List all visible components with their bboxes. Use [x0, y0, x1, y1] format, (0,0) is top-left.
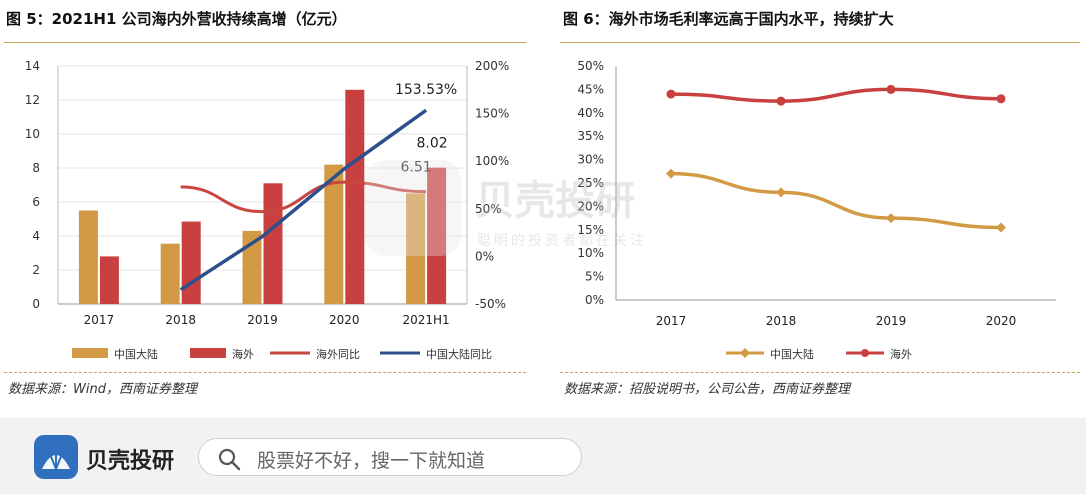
search-icon[interactable]	[217, 447, 241, 471]
legend-swatch	[190, 348, 226, 358]
figure-1-source: 数据来源：Wind，西南证券整理	[8, 382, 197, 397]
y-tick-label: 10	[25, 127, 40, 141]
domestic-margin-line	[670, 171, 1002, 230]
y2-tick-label: 0%	[475, 249, 494, 263]
y-tick-label: 14	[25, 59, 40, 73]
x-tick-label: 2020	[986, 314, 1017, 328]
y-tick-label: 12	[25, 93, 40, 107]
y2-tick-label: 200%	[475, 59, 509, 73]
domestic-margin-point	[666, 168, 676, 179]
y-tick-label: 10%	[577, 246, 604, 260]
x-tick-label: 2019	[247, 313, 278, 327]
y-tick-label: 35%	[577, 129, 604, 143]
watermark-slogan: 聪明的投资者都在关注	[477, 233, 647, 249]
y-tick-label: 4	[32, 229, 40, 243]
domestic-margin-point	[886, 213, 896, 224]
figure-1-source-rule	[4, 372, 526, 373]
y2-tick-label: -50%	[475, 297, 506, 311]
overseas-margin-point	[996, 94, 1006, 104]
domestic-yoy-line	[179, 108, 428, 292]
brand-name[interactable]: 贝壳投研	[86, 449, 175, 474]
legend-marker	[861, 349, 869, 357]
domestic-margin-point	[996, 222, 1006, 233]
figure-1-rule	[4, 42, 526, 43]
legend-label: 中国大陆	[114, 347, 158, 361]
y-tick-label: 25%	[577, 176, 604, 190]
brand-logo-icon[interactable]	[34, 435, 78, 479]
y-tick-label: 0%	[585, 293, 604, 307]
x-tick-label: 2017	[656, 314, 687, 328]
watermark-brand: 贝壳投研	[475, 178, 635, 224]
bar-overseas	[263, 183, 283, 304]
x-tick-label: 2018	[766, 314, 797, 328]
y-tick-label: 20%	[577, 199, 604, 213]
legend-label: 中国大陆	[770, 347, 814, 361]
legend-label: 海外同比	[316, 347, 360, 361]
y-tick-label: 2	[32, 263, 40, 277]
overseas-margin-point	[886, 84, 896, 94]
bar-domestic	[242, 230, 262, 304]
x-tick-label: 2020	[329, 313, 360, 327]
figure-2-source: 数据来源：招股说明书，公司公告，西南证券整理	[564, 382, 851, 397]
watermark: 贝壳投研 聪明的投资者都在关注	[365, 160, 675, 260]
domestic-margin-point	[776, 187, 786, 198]
legend-label: 中国大陆同比	[426, 347, 492, 361]
bar-domestic	[324, 164, 344, 304]
bar-overseas	[427, 167, 447, 304]
y-tick-label: 45%	[577, 82, 604, 96]
legend-label: 海外	[890, 347, 912, 361]
y2-tick-label: 150%	[475, 107, 509, 121]
revenue-chart: 0 2 4 6 8 10 12 14 -50% 0% 50% 100% 150% 200% 2017 2018…	[25, 59, 510, 361]
y-tick-label: 40%	[577, 106, 604, 120]
data-label: 8.02	[417, 136, 448, 152]
overseas-margin-line	[670, 87, 1002, 103]
bar-overseas	[181, 221, 201, 304]
overseas-margin-point	[776, 96, 786, 106]
figure-2-rule	[560, 42, 1080, 43]
legend-swatch	[72, 348, 108, 358]
bar-domestic	[160, 243, 180, 304]
bar-overseas	[99, 256, 119, 304]
y2-tick-label: 50%	[475, 202, 502, 216]
bar-overseas	[345, 89, 365, 304]
y-tick-label: 30%	[577, 153, 604, 167]
x-tick-label: 2017	[84, 313, 115, 327]
overseas-margin-point	[666, 89, 676, 99]
y-tick-label: 8	[32, 161, 40, 175]
footer-bar: 贝壳投研 股票好不好，搜一下就知道	[0, 418, 1086, 494]
figure-2-source-rule	[560, 372, 1080, 373]
bar-domestic	[406, 193, 426, 304]
legend-label: 海外	[232, 347, 254, 361]
x-tick-label: 2018	[165, 313, 196, 327]
x-tick-label: 2019	[876, 314, 907, 328]
search-box[interactable]: 股票好不好，搜一下就知道	[198, 438, 582, 476]
y-tick-label: 5%	[585, 270, 604, 284]
watermark-logo	[365, 160, 461, 256]
y-tick-label: 0	[32, 297, 40, 311]
figure-2-title: 图 6：海外市场毛利率远高于国内水平，持续扩大	[563, 10, 894, 28]
y-tick-label: 50%	[577, 59, 604, 73]
x-tick-label: 2021H1	[402, 313, 449, 327]
figure-1-title: 图 5：2021H1 公司海内外营收持续高增（亿元）	[6, 10, 347, 28]
data-label: 6.51	[401, 159, 432, 175]
gross-margin-chart: 0% 5% 10% 15% 20% 25% 30% 35% 40% 45% 50% 2017 2018 2…	[577, 59, 1056, 361]
bar-domestic	[78, 210, 98, 304]
search-input[interactable]: 股票好不好，搜一下就知道	[257, 450, 486, 472]
y-tick-label: 15%	[577, 223, 604, 237]
data-label: 153.53%	[395, 82, 457, 98]
y-tick-label: 6	[32, 195, 40, 209]
overseas-yoy-line	[180, 180, 427, 214]
y2-tick-label: 100%	[475, 154, 509, 168]
legend-marker	[740, 348, 750, 358]
